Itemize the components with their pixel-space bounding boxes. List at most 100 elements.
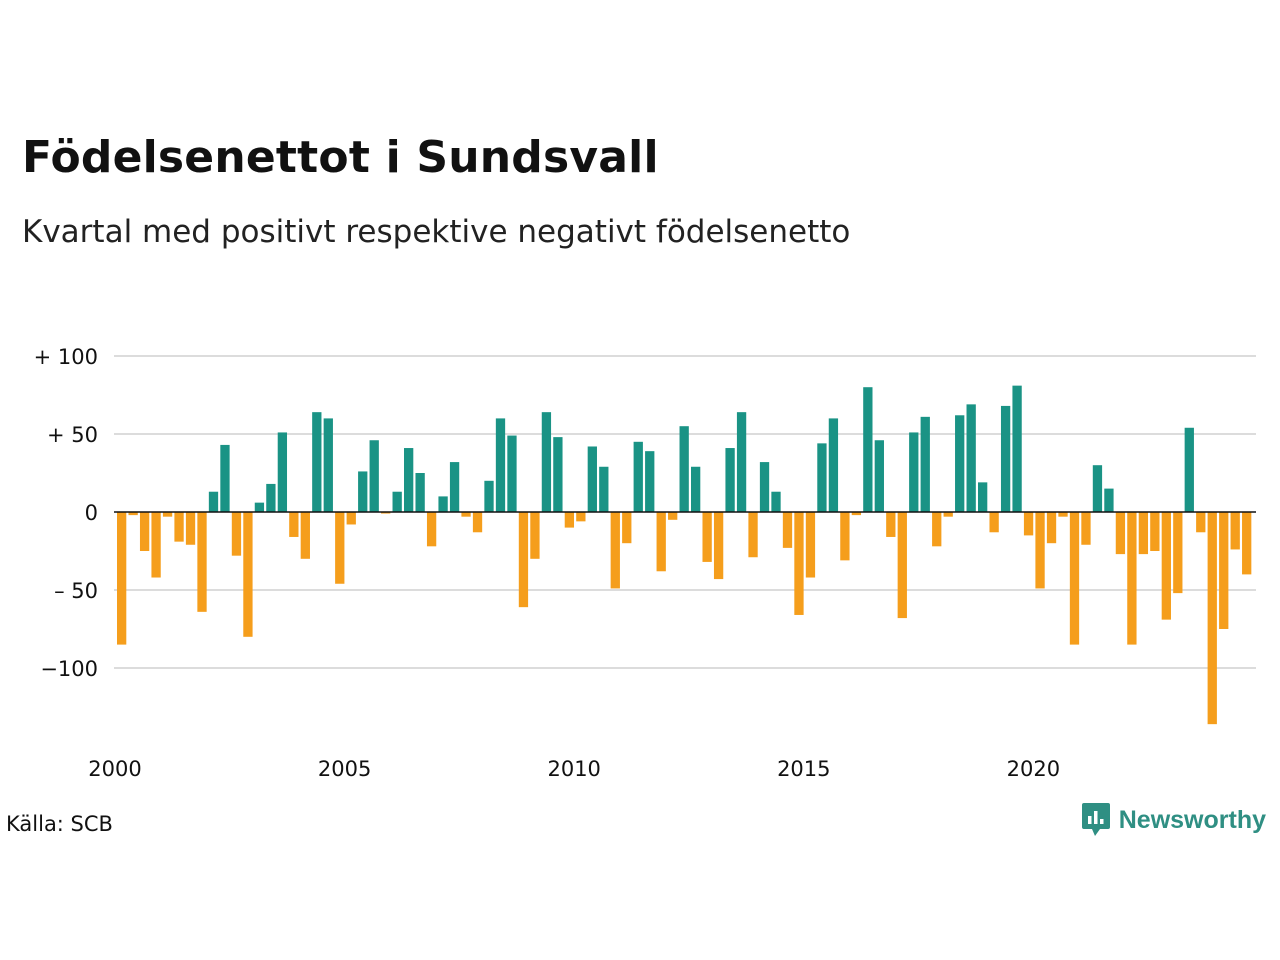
gridlines xyxy=(114,355,1256,669)
bar xyxy=(622,512,632,544)
brand-name: Newsworthy xyxy=(1118,805,1266,834)
bar xyxy=(851,512,862,516)
bar xyxy=(162,512,173,517)
bar xyxy=(989,512,999,533)
bar xyxy=(369,440,379,512)
bar xyxy=(955,415,965,512)
bar xyxy=(404,448,414,512)
bar xyxy=(438,496,448,512)
bar xyxy=(254,502,265,512)
bar xyxy=(897,512,907,619)
y-tick-label: 0 xyxy=(85,501,98,525)
bar xyxy=(828,418,839,512)
bar xyxy=(323,418,333,512)
bar xyxy=(794,512,804,615)
bar xyxy=(1127,512,1137,645)
bar xyxy=(312,412,322,512)
bar xyxy=(449,462,460,512)
bar xyxy=(874,440,884,512)
x-tick-label: 2015 xyxy=(777,757,830,781)
bar xyxy=(1150,512,1160,551)
bar xyxy=(587,446,597,512)
bar xyxy=(1023,512,1034,536)
bar xyxy=(185,512,196,545)
x-tick-labels: 2000 2005 2010 2015 2020 xyxy=(88,757,1060,781)
x-tick-label: 2020 xyxy=(1007,757,1060,781)
bar xyxy=(920,416,930,512)
bar xyxy=(748,512,758,558)
bar xyxy=(1219,512,1229,629)
chart-subtitle: Kvartal med positivt respektive negativt… xyxy=(22,214,851,250)
bar xyxy=(553,437,563,512)
bar xyxy=(817,443,827,512)
bar xyxy=(1173,512,1183,594)
x-tick-label: 2010 xyxy=(547,757,600,781)
bar xyxy=(1196,512,1206,533)
bar xyxy=(289,512,299,537)
bar xyxy=(358,471,368,512)
bar xyxy=(1012,385,1022,512)
bar xyxy=(495,418,506,512)
bar xyxy=(668,512,678,520)
bar xyxy=(1138,512,1149,555)
bar xyxy=(599,466,609,512)
source-note: Källa: SCB xyxy=(6,812,113,836)
bar xyxy=(1058,512,1068,517)
bar xyxy=(978,482,988,512)
brand-logo: Newsworthy xyxy=(1081,802,1266,838)
bar xyxy=(231,512,242,556)
bar xyxy=(507,435,517,512)
bar xyxy=(1161,512,1171,620)
bar xyxy=(415,473,425,512)
bar xyxy=(1092,465,1103,512)
bar xyxy=(392,491,402,512)
y-tick-label: – 50 xyxy=(54,579,98,603)
bar xyxy=(633,441,643,512)
bar xyxy=(335,512,345,584)
x-tick-label: 2005 xyxy=(318,757,371,781)
bar xyxy=(691,466,701,512)
bar xyxy=(208,491,219,512)
bar xyxy=(645,451,655,512)
bar xyxy=(1104,488,1114,512)
bar xyxy=(1046,512,1057,544)
newsworthy-logo-icon xyxy=(1081,803,1110,836)
bar xyxy=(679,426,689,512)
bar xyxy=(564,512,575,528)
y-tick-label: −100 xyxy=(40,657,98,681)
bar xyxy=(771,491,781,512)
bar xyxy=(243,512,253,637)
bar xyxy=(346,512,356,525)
bar xyxy=(1207,512,1217,725)
bar xyxy=(139,512,150,551)
bar xyxy=(426,512,437,547)
bar xyxy=(909,432,919,512)
bar xyxy=(1081,512,1091,545)
bar xyxy=(197,512,207,612)
bar xyxy=(576,512,586,522)
bar xyxy=(266,483,276,512)
y-tick-labels: + 100 + 50 0 – 50 −100 xyxy=(34,345,98,681)
bar xyxy=(1000,405,1011,512)
bar xyxy=(943,512,953,517)
bar xyxy=(702,512,712,562)
bar xyxy=(932,512,942,547)
bar xyxy=(805,512,816,578)
bar xyxy=(736,412,747,512)
bar xyxy=(713,512,724,580)
bar xyxy=(1035,512,1045,589)
bar xyxy=(1242,512,1252,575)
bar xyxy=(656,512,666,572)
bar xyxy=(174,512,184,542)
bar xyxy=(1069,512,1080,645)
bar xyxy=(966,404,976,512)
x-tick-label: 2000 xyxy=(88,757,141,781)
bar xyxy=(610,512,620,589)
bar xyxy=(300,512,310,559)
bar xyxy=(151,512,161,578)
bar xyxy=(220,444,230,512)
bar xyxy=(1115,512,1126,555)
bar xyxy=(117,512,127,645)
y-tick-label: + 50 xyxy=(47,423,98,447)
bar xyxy=(1184,427,1194,512)
